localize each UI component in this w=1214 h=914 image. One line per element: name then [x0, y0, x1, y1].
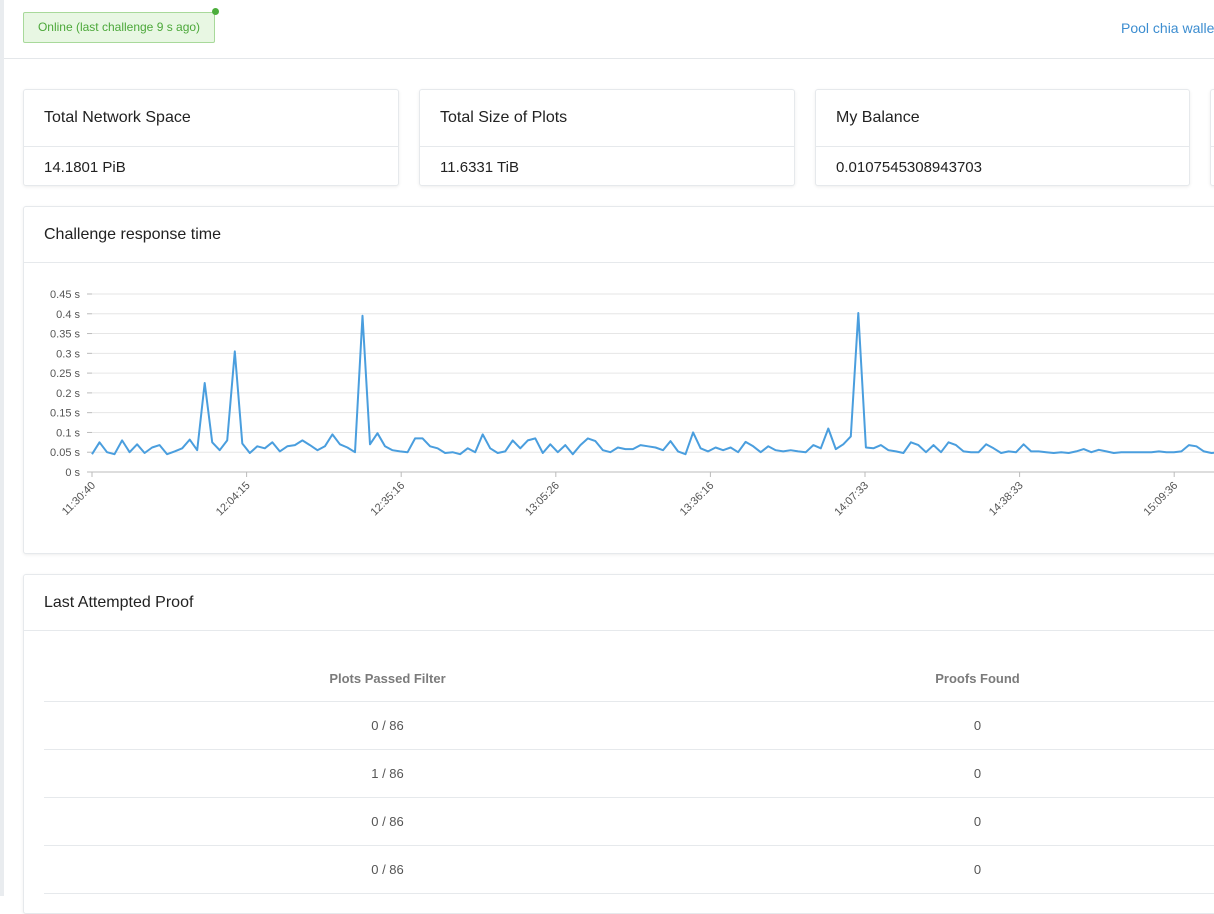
divider	[1211, 146, 1214, 147]
y-tick-label: 0.25 s	[50, 368, 80, 380]
stat-card-plot-size: Total Size of Plots 11.6331 TiB	[419, 89, 795, 186]
y-tick-label: 0.35 s	[50, 329, 80, 341]
divider	[24, 630, 1214, 631]
table-row: 0 / 86 0	[44, 845, 1214, 894]
pool-wallet-link[interactable]: Pool chia walle	[1121, 20, 1214, 36]
stat-card-network-space: Total Network Space 14.1801 PiB	[23, 89, 399, 186]
status-badge: Online (last challenge 9 s ago)	[23, 12, 215, 43]
x-tick-label: 11:30:40	[60, 480, 98, 518]
plots-passed-cell: 1 / 86	[44, 749, 731, 798]
divider	[24, 146, 398, 147]
table-header-row: Plots Passed Filter Proofs Found	[44, 655, 1214, 702]
x-tick-label: 12:04:15	[214, 480, 253, 519]
stat-value: 14.1801 PiB	[44, 159, 126, 176]
divider	[816, 146, 1189, 147]
left-border	[0, 0, 4, 896]
x-tick-label: 15:09:36	[1142, 480, 1181, 519]
y-tick-label: 0.3 s	[56, 348, 80, 360]
response-time-chart: 0 s 0.05 s 0.1 s 0.15 s 0.2 s 0.25 s 0.3 s 0.35…	[50, 289, 1214, 519]
table-row: 0 / 86 0	[44, 797, 1214, 846]
y-tick-label: 0.05 s	[50, 447, 80, 459]
column-header-proofs-found: Proofs Found	[731, 655, 1214, 702]
stat-title: Total Size of Plots	[440, 109, 568, 126]
x-tick-label: 14:07:33	[832, 480, 871, 519]
stat-card-balance: My Balance 0.0107545308943703	[815, 89, 1190, 186]
chart-card: Challenge response time 0 s 0.05 s 0.1 s 0.…	[23, 206, 1214, 554]
proofs-found-cell: 0	[731, 701, 1214, 750]
response-time-series-line	[91, 312, 1214, 456]
chart-title: Challenge response time	[44, 226, 221, 243]
y-tick-label: 0.4 s	[56, 309, 80, 321]
x-tick-label: 13:05:26	[523, 480, 562, 519]
top-bar: Online (last challenge 9 s ago) Pool chi…	[4, 0, 1214, 59]
divider	[420, 146, 794, 147]
y-tick-label: 0.15 s	[50, 408, 80, 420]
divider	[24, 262, 1214, 263]
plots-passed-cell: 0 / 86	[44, 845, 731, 894]
stat-title: My Balance	[836, 109, 920, 126]
proofs-found-cell: 0	[731, 749, 1214, 798]
column-header-plots-passed: Plots Passed Filter	[44, 655, 731, 702]
table-row: 0 / 86 0	[44, 701, 1214, 750]
y-tick-label: 0.45 s	[50, 289, 80, 301]
y-tick-label: 0.2 s	[56, 388, 80, 400]
proof-title: Last Attempted Proof	[44, 594, 194, 611]
proofs-found-cell: 0	[731, 845, 1214, 894]
y-tick-label: 0.1 s	[56, 427, 80, 439]
stat-value: 0.0107545308943703	[836, 159, 982, 176]
x-tick-label: 12:35:16	[369, 480, 408, 519]
status-dot-icon	[212, 8, 219, 15]
y-tick-label: 0 s	[65, 467, 80, 479]
plots-passed-cell: 0 / 86	[44, 797, 731, 846]
proof-card: Last Attempted Proof Plots Passed Filter…	[23, 574, 1214, 914]
stat-card-partial	[1210, 89, 1214, 186]
plots-passed-cell: 0 / 86	[44, 701, 731, 750]
table-row: 1 / 86 0	[44, 749, 1214, 798]
proof-table: Plots Passed Filter Proofs Found 0 / 86 …	[44, 655, 1214, 894]
stat-value: 11.6331 TiB	[440, 159, 519, 176]
stat-title: Total Network Space	[44, 109, 191, 126]
proofs-found-cell: 0	[731, 797, 1214, 846]
x-tick-label: 14:38:33	[987, 480, 1026, 519]
x-tick-label: 13:36:16	[678, 480, 717, 519]
